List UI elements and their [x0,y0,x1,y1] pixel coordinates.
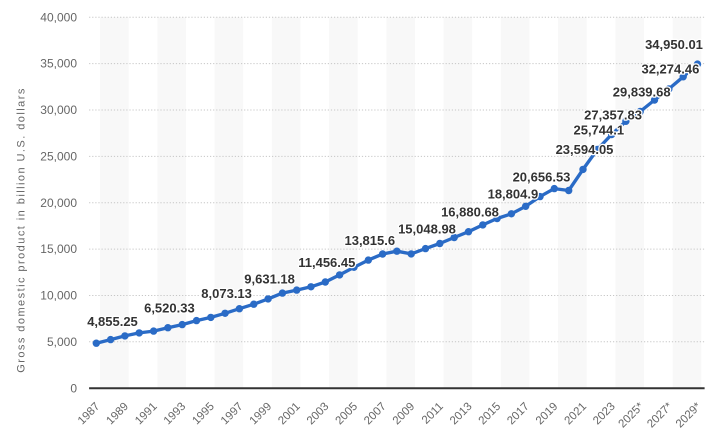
svg-text:15,000: 15,000 [40,242,77,256]
svg-text:25,000: 25,000 [40,150,77,164]
svg-text:4,855.25: 4,855.25 [87,314,138,329]
svg-text:5,000: 5,000 [47,335,77,349]
svg-text:11,456.45: 11,456.45 [298,255,355,270]
svg-text:30,000: 30,000 [40,103,77,117]
svg-text:6,520.33: 6,520.33 [144,301,195,316]
svg-text:18,804.9: 18,804.9 [488,187,539,202]
svg-text:27,357.83: 27,357.83 [584,107,642,122]
svg-text:13,815.6: 13,815.6 [344,233,395,248]
svg-text:0: 0 [70,381,77,395]
svg-text:9,631.18: 9,631.18 [244,272,295,287]
svg-text:34,950.01: 34,950.01 [645,37,703,52]
svg-text:10,000: 10,000 [40,289,77,303]
svg-text:8,073.13: 8,073.13 [201,286,252,301]
svg-text:20,656.53: 20,656.53 [513,169,571,184]
svg-text:16,880.68: 16,880.68 [441,205,499,220]
svg-text:15,048.98: 15,048.98 [398,221,456,236]
svg-text:Gross domestic product in bill: Gross domestic product in billion U.S. d… [16,87,28,373]
svg-text:40,000: 40,000 [40,10,77,24]
svg-text:20,000: 20,000 [40,196,77,210]
svg-text:35,000: 35,000 [40,57,77,71]
svg-text:32,274.46: 32,274.46 [641,62,699,77]
svg-text:29,839.68: 29,839.68 [613,84,671,99]
svg-text:23,594.05: 23,594.05 [556,142,614,157]
svg-text:25,744.1: 25,744.1 [573,122,624,137]
